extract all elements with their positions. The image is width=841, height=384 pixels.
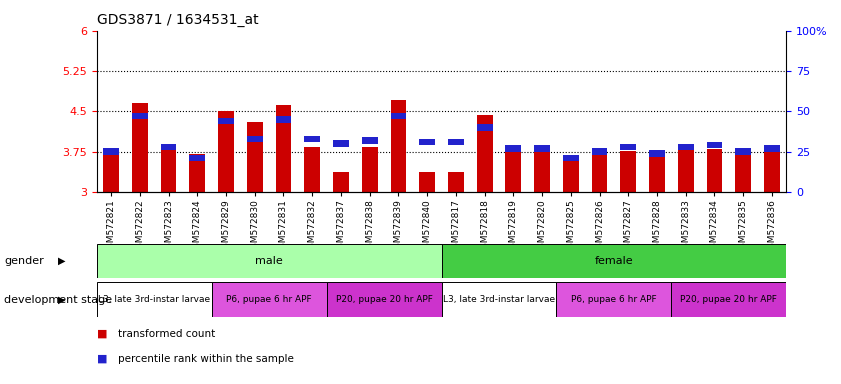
Bar: [420, 139, 435, 145]
Bar: [442, 282, 557, 317]
Bar: [218, 111, 234, 192]
Bar: [161, 144, 177, 150]
Text: ▶: ▶: [58, 256, 65, 266]
Text: development stage: development stage: [4, 295, 113, 305]
Bar: [189, 154, 205, 192]
Text: ▶: ▶: [58, 295, 65, 305]
Bar: [420, 172, 435, 192]
Bar: [448, 139, 463, 145]
Bar: [247, 122, 262, 192]
Bar: [276, 105, 291, 192]
Bar: [764, 150, 780, 192]
Bar: [621, 144, 636, 150]
Bar: [97, 244, 442, 278]
Bar: [304, 147, 320, 192]
Bar: [534, 145, 550, 152]
Bar: [706, 142, 722, 149]
Bar: [448, 172, 463, 192]
Text: L3, late 3rd-instar larvae: L3, late 3rd-instar larvae: [443, 295, 555, 304]
Text: gender: gender: [4, 256, 44, 266]
Bar: [333, 172, 349, 192]
Bar: [706, 149, 722, 192]
Bar: [442, 244, 786, 278]
Bar: [477, 114, 493, 192]
Bar: [621, 151, 636, 192]
Bar: [189, 155, 205, 161]
Bar: [592, 152, 607, 192]
Bar: [103, 149, 119, 155]
Bar: [649, 150, 665, 157]
Bar: [390, 99, 406, 192]
Bar: [477, 124, 493, 131]
Bar: [276, 116, 291, 122]
Bar: [362, 137, 378, 144]
Bar: [161, 148, 177, 192]
Bar: [671, 282, 786, 317]
Text: ■: ■: [97, 354, 107, 364]
Bar: [563, 155, 579, 161]
Bar: [103, 154, 119, 192]
Text: P20, pupae 20 hr APF: P20, pupae 20 hr APF: [336, 295, 432, 304]
Bar: [247, 136, 262, 142]
Bar: [678, 144, 694, 150]
Bar: [505, 150, 521, 192]
Text: P6, pupae 6 hr APF: P6, pupae 6 hr APF: [571, 295, 657, 304]
Bar: [132, 103, 148, 192]
Text: percentile rank within the sample: percentile rank within the sample: [118, 354, 294, 364]
Text: P6, pupae 6 hr APF: P6, pupae 6 hr APF: [226, 295, 312, 304]
Bar: [505, 145, 521, 152]
Bar: [557, 282, 671, 317]
Bar: [735, 149, 751, 155]
Text: transformed count: transformed count: [118, 329, 215, 339]
Bar: [362, 147, 378, 192]
Bar: [218, 118, 234, 124]
Text: P20, pupae 20 hr APF: P20, pupae 20 hr APF: [680, 295, 777, 304]
Bar: [390, 113, 406, 119]
Bar: [735, 154, 751, 192]
Bar: [326, 282, 442, 317]
Bar: [132, 113, 148, 119]
Bar: [592, 149, 607, 155]
Bar: [333, 141, 349, 147]
Text: ■: ■: [97, 329, 107, 339]
Text: female: female: [595, 256, 633, 266]
Text: male: male: [256, 256, 283, 266]
Bar: [649, 153, 665, 192]
Text: L3, late 3rd-instar larvae: L3, late 3rd-instar larvae: [98, 295, 210, 304]
Bar: [678, 150, 694, 192]
Bar: [97, 282, 212, 317]
Bar: [212, 282, 326, 317]
Bar: [534, 150, 550, 192]
Text: GDS3871 / 1634531_at: GDS3871 / 1634531_at: [97, 13, 258, 27]
Bar: [563, 160, 579, 192]
Bar: [304, 136, 320, 142]
Bar: [764, 145, 780, 152]
